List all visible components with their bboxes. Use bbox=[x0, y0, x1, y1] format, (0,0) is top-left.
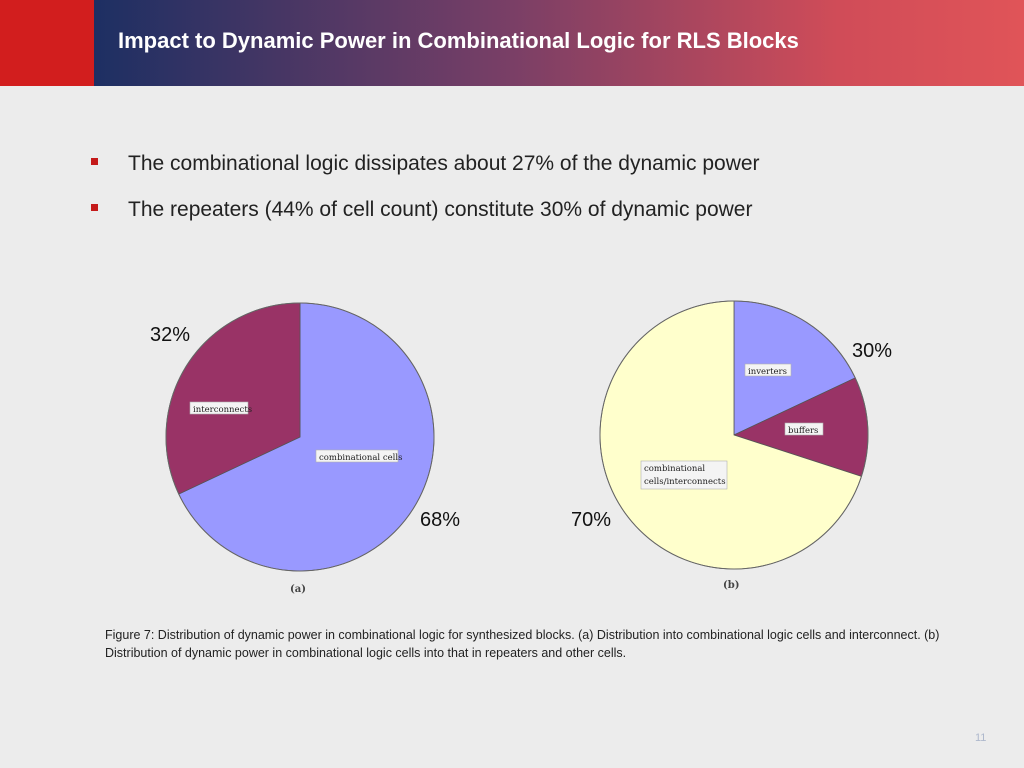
page-number: 11 bbox=[975, 732, 987, 744]
bullet-square-icon bbox=[91, 204, 98, 211]
slice-label-inverters: inverters bbox=[748, 367, 787, 377]
panel-label-b: (b) bbox=[723, 580, 739, 591]
slide-title: Impact to Dynamic Power in Combinational… bbox=[118, 28, 799, 53]
value-label-68: 68% bbox=[420, 509, 460, 531]
bullet-text: The combinational logic dissipates about… bbox=[128, 152, 760, 175]
slice-label-box bbox=[189, 401, 249, 415]
bullet-text: The repeaters (44% of cell count) consti… bbox=[128, 198, 753, 221]
pie-chart-b: inverters buffers combinational cells/in… bbox=[571, 300, 892, 591]
header-accent-block bbox=[0, 0, 94, 86]
slice-label-combinational-cells-interconnects: combinational cells/interconnects bbox=[644, 464, 726, 487]
value-label-32: 32% bbox=[150, 324, 190, 346]
slice-label-buffers: buffers bbox=[788, 426, 818, 436]
figure-caption: Figure 7: Distribution of dynamic power … bbox=[105, 628, 940, 660]
value-label-70: 70% bbox=[571, 509, 611, 531]
pie-outline bbox=[165, 302, 435, 572]
pie-chart-a: interconnects combinational cells 32% 68… bbox=[150, 302, 460, 595]
slice-label-box bbox=[315, 449, 399, 463]
slice-label-box bbox=[640, 460, 728, 490]
header-bar bbox=[94, 0, 1024, 86]
slice-label-box bbox=[784, 422, 824, 436]
panel-label-a: (a) bbox=[290, 584, 306, 595]
pie-outline bbox=[599, 300, 869, 570]
bullet-square-icon bbox=[91, 158, 98, 165]
slice-label-combinational-cells: combinational cells bbox=[319, 453, 402, 463]
slice-label-interconnects: interconnects bbox=[193, 405, 252, 415]
value-label-30: 30% bbox=[852, 340, 892, 362]
slice-label-box bbox=[744, 363, 792, 377]
